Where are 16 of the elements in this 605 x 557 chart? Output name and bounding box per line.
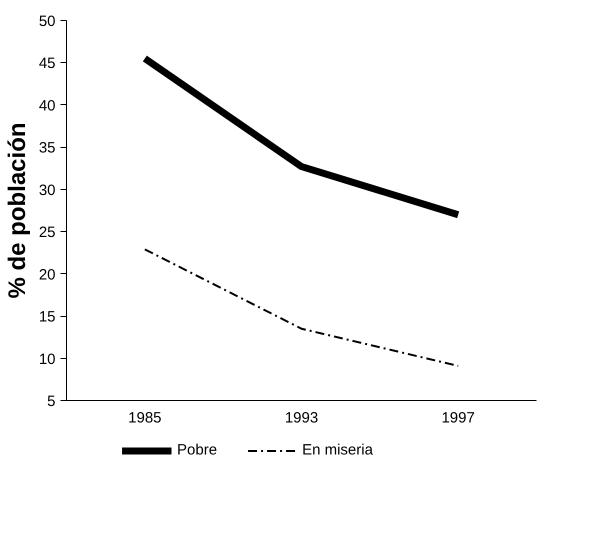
y-tick-label: 50	[38, 13, 56, 30]
y-tick-label: 35	[38, 140, 56, 157]
y-tick-label: 40	[38, 97, 56, 114]
y-tick-label: 15	[38, 308, 56, 326]
x-tick-label: 1997	[441, 410, 475, 426]
x-tick-label: 1985	[128, 410, 162, 426]
legend-label: Pobre	[177, 442, 218, 458]
y-tick-label: 30	[38, 182, 56, 199]
y-tick-label: 45	[38, 55, 56, 72]
x-tick-label: 1993	[284, 410, 318, 426]
y-axis-title: % de población	[4, 122, 31, 299]
legend-label: En miseria	[302, 442, 373, 458]
y-tick-label: 25	[38, 224, 56, 242]
y-tick-label: 20	[38, 266, 56, 284]
y-tick-label: 5	[47, 393, 56, 410]
y-tick-label: 10	[38, 350, 56, 368]
